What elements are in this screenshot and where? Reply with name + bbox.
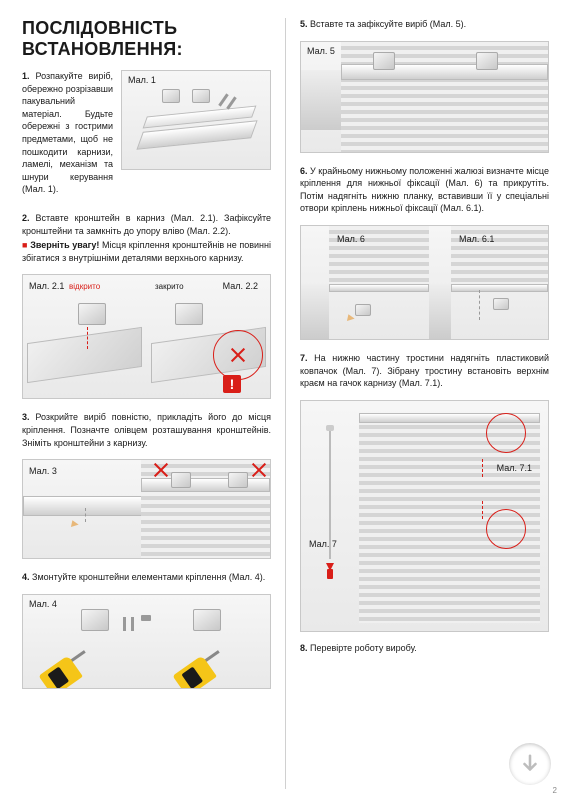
step-3-text: 3. Розкрийте виріб повністю, прикладіть …: [22, 411, 271, 449]
closed-label: закрито: [155, 282, 184, 291]
fig-3-label: Мал. 3: [29, 466, 57, 476]
figure-6: Мал. 6 Мал. 6.1: [300, 225, 549, 340]
fig-61-label: Мал. 6.1: [459, 234, 494, 244]
fig-7-label: Мал. 7: [309, 539, 337, 549]
arrow-icon: [326, 563, 334, 571]
main-title: ПОСЛІДОВНІСТЬ ВСТАНОВЛЕННЯ:: [22, 18, 271, 60]
fig-6-label: Мал. 6: [337, 234, 365, 244]
scroll-down-button[interactable]: [509, 743, 551, 785]
step-4-text: 4. Змонтуйте кронштейни елементами кріпл…: [22, 571, 271, 584]
step-1-text: 1. Розпакуйте виріб, обережно розрізавши…: [22, 70, 113, 196]
figure-4: Мал. 4: [22, 594, 271, 689]
step-2-text: 2. Вставте кронштейн в карниз (Мал. 2.1)…: [22, 212, 271, 237]
chevron-down-icon: [519, 753, 541, 775]
fig-21-label: Мал. 2.1: [29, 281, 64, 291]
figure-7: Мал. 7 Мал. 7.1: [300, 400, 549, 632]
drill-icon: [31, 633, 99, 689]
figure-1: Мал. 1: [121, 70, 271, 170]
figure-3: Мал. 3: [22, 459, 271, 559]
column-divider: [285, 18, 286, 789]
fig-1-label: Мал. 1: [128, 75, 156, 85]
fig-5-label: Мал. 5: [307, 46, 335, 56]
step-7-text: 7. На нижню частину тростини надягніть п…: [300, 352, 549, 390]
step-6-text: 6. У крайньому нижньому положенні жалюзі…: [300, 165, 549, 215]
fig-22-label: Мал. 2.2: [223, 281, 258, 291]
page-number: 2: [553, 786, 557, 795]
right-column: 5. Вставте та зафіксуйте виріб (Мал. 5).…: [300, 18, 549, 789]
figure-2: Мал. 2.1 Мал. 2.2 відкрито закрито !: [22, 274, 271, 399]
fig-71-label: Мал. 7.1: [497, 463, 532, 473]
step-1: 1. Розпакуйте виріб, обережно розрізавши…: [22, 70, 271, 196]
left-column: ПОСЛІДОВНІСТЬ ВСТАНОВЛЕННЯ: 1. Розпакуйт…: [22, 18, 271, 789]
step-5-text: 5. Вставте та зафіксуйте виріб (Мал. 5).: [300, 18, 549, 31]
open-label: відкрито: [69, 282, 100, 291]
fig-4-label: Мал. 4: [29, 599, 57, 609]
figure-5: Мал. 5: [300, 41, 549, 153]
drill-icon: [165, 633, 233, 689]
step-2-warning: ■ Зверніть увагу! Місця кріплення кроншт…: [22, 239, 271, 264]
step-8-text: 8. Перевірте роботу виробу.: [300, 642, 549, 655]
page-container: ПОСЛІДОВНІСТЬ ВСТАНОВЛЕННЯ: 1. Розпакуйт…: [0, 0, 565, 799]
